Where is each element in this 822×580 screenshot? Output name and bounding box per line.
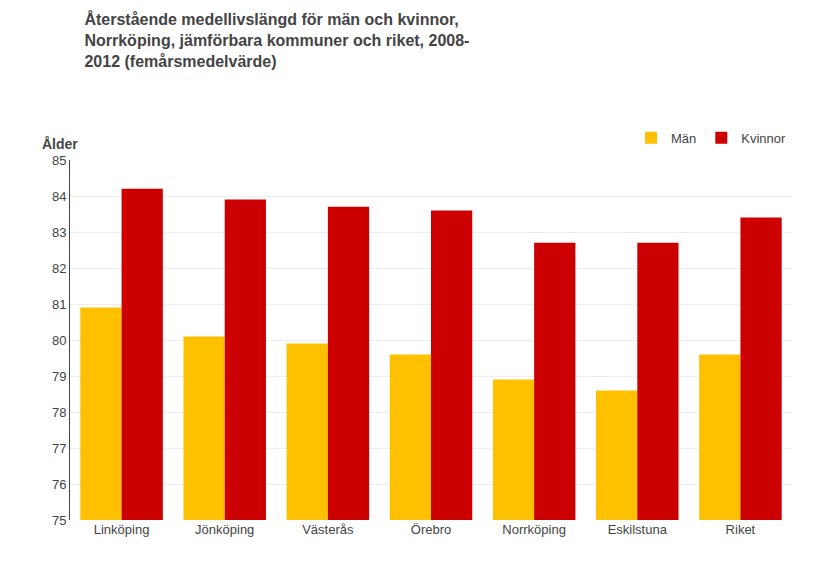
svg-text:77: 77	[52, 441, 66, 456]
svg-text:82: 82	[52, 261, 66, 276]
svg-text:75: 75	[52, 513, 66, 528]
svg-text:Jönköping: Jönköping	[195, 522, 254, 537]
svg-text:85: 85	[52, 153, 66, 168]
svg-text:Örebro: Örebro	[411, 522, 451, 537]
svg-text:79: 79	[52, 369, 66, 384]
svg-text:Män: Män	[671, 131, 696, 146]
svg-text:Kvinnor: Kvinnor	[741, 131, 786, 146]
svg-text:Linköping: Linköping	[94, 522, 150, 537]
svg-text:78: 78	[52, 405, 66, 420]
svg-text:83: 83	[52, 225, 66, 240]
svg-text:Återstående medellivslängd för: Återstående medellivslängd för män och k…	[84, 10, 469, 70]
svg-text:Riket: Riket	[726, 522, 756, 537]
svg-text:Eskilstuna: Eskilstuna	[608, 522, 668, 537]
svg-text:Norrköping: Norrköping	[502, 522, 566, 537]
svg-text:Ålder: Ålder	[42, 136, 78, 152]
svg-text:80: 80	[52, 333, 66, 348]
svg-text:84: 84	[52, 189, 66, 204]
svg-text:76: 76	[52, 477, 66, 492]
svg-text:Västerås: Västerås	[302, 522, 354, 537]
svg-text:81: 81	[52, 297, 66, 312]
